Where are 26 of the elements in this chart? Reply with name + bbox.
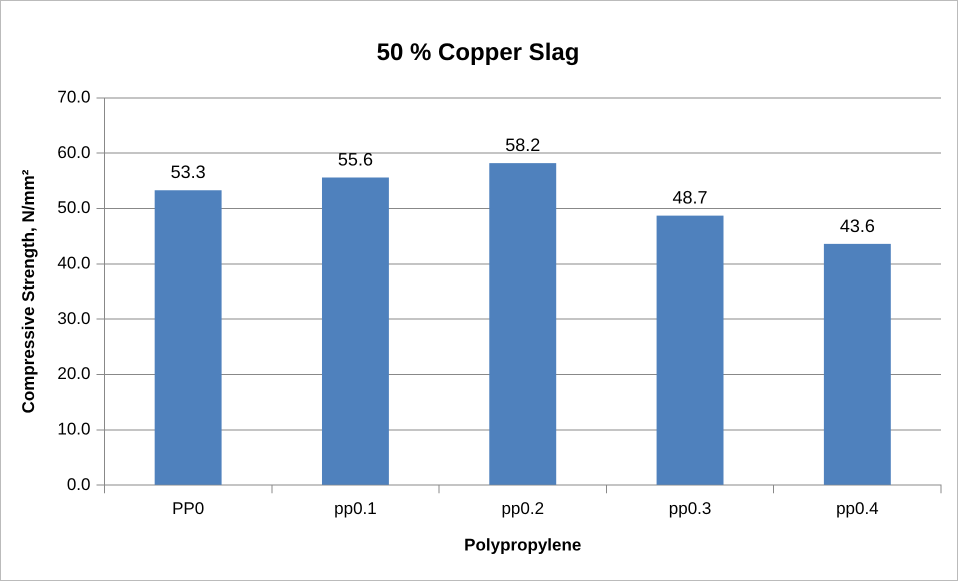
data-label: 53.3 [170,162,206,182]
x-tick-label: pp0.1 [334,499,377,518]
y-tick-label: 40.0 [57,254,90,273]
bar [322,177,389,485]
data-label: 43.6 [840,216,875,236]
y-tick-label: 70.0 [57,87,90,106]
y-tick-label: 30.0 [57,308,90,328]
chart-title: 50 % Copper Slag [376,39,580,66]
x-tick-label: pp0.2 [501,499,544,518]
data-label: 58.2 [505,135,540,156]
bar [154,190,222,485]
y-tick-label: 10.0 [57,420,90,439]
x-tick-label: PP0 [172,499,204,518]
y-tick-label: 20.0 [57,364,90,384]
bar [656,216,724,485]
x-axis-title: Polypropylene [464,535,582,554]
x-tick-label: pp0.4 [836,499,879,518]
data-label: 48.7 [672,188,708,208]
y-tick-label: 0.0 [66,474,90,494]
x-tick-label: pp0.3 [668,499,712,518]
y-axis-title: Compressive Strength, N/mm² [18,169,38,414]
data-label: 55.6 [338,149,373,170]
bar [489,163,556,485]
y-tick-label: 50.0 [57,198,90,218]
bar [824,244,891,485]
y-tick-label: 60.0 [57,142,90,162]
